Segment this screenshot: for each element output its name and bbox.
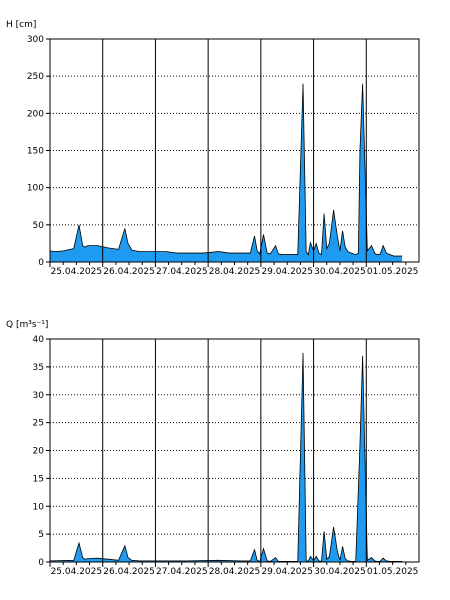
chart1-xtick-label: 29.04.2025 — [261, 267, 313, 277]
chart2-ytick-label: 10 — [33, 502, 45, 512]
chart2-ytick-label: 25 — [33, 419, 44, 429]
chart2-ytick-label: 20 — [33, 447, 45, 457]
chart2-series-line — [49, 352, 403, 562]
chart2-ytick-label: 15 — [33, 474, 44, 484]
chart2-ytick-label: 0 — [38, 558, 44, 568]
chart2-xtick-label: 26.04.2025 — [103, 567, 155, 577]
chart2-xtick-label: 27.04.2025 — [156, 567, 208, 577]
chart1-ytick-label: 150 — [27, 147, 44, 157]
chart2-y-axis-label: Q [m³s⁻¹] — [6, 320, 48, 330]
chart2-xtick-label: 30.04.2025 — [314, 567, 366, 577]
chart2-xtick-label: 28.04.2025 — [209, 567, 261, 577]
chart2-xtick-label: 01.05.2025 — [367, 567, 419, 577]
chart1-xtick-label: 27.04.2025 — [156, 267, 208, 277]
chart1-plot-area — [50, 39, 419, 262]
chart2-ytick-label: 35 — [33, 363, 44, 373]
chart1-ytick-label: 100 — [27, 184, 44, 194]
chart2-ytick-label: 40 — [33, 335, 45, 345]
chart1-xtick-label: 25.04.2025 — [51, 267, 103, 277]
chart1-xtick-label: 01.05.2025 — [367, 267, 419, 277]
chart1-ytick-label: 50 — [33, 221, 45, 231]
chart2-ytick-label: 30 — [33, 391, 45, 401]
chart2-ytick-label: 5 — [38, 530, 44, 540]
chart1-xtick-label: 28.04.2025 — [209, 267, 261, 277]
chart1-xtick-label: 26.04.2025 — [103, 267, 155, 277]
chart1-ytick-label: 250 — [27, 72, 44, 82]
chart1-ytick-label: 300 — [27, 35, 44, 45]
chart1-ytick-label: 0 — [38, 258, 44, 268]
chart1-y-axis-label: H [cm] — [6, 20, 36, 30]
chart1-ytick-label: 200 — [27, 109, 44, 119]
chart2-xtick-label: 25.04.2025 — [51, 567, 103, 577]
chart1-xtick-label: 30.04.2025 — [314, 267, 366, 277]
chart2-xtick-label: 29.04.2025 — [261, 567, 313, 577]
